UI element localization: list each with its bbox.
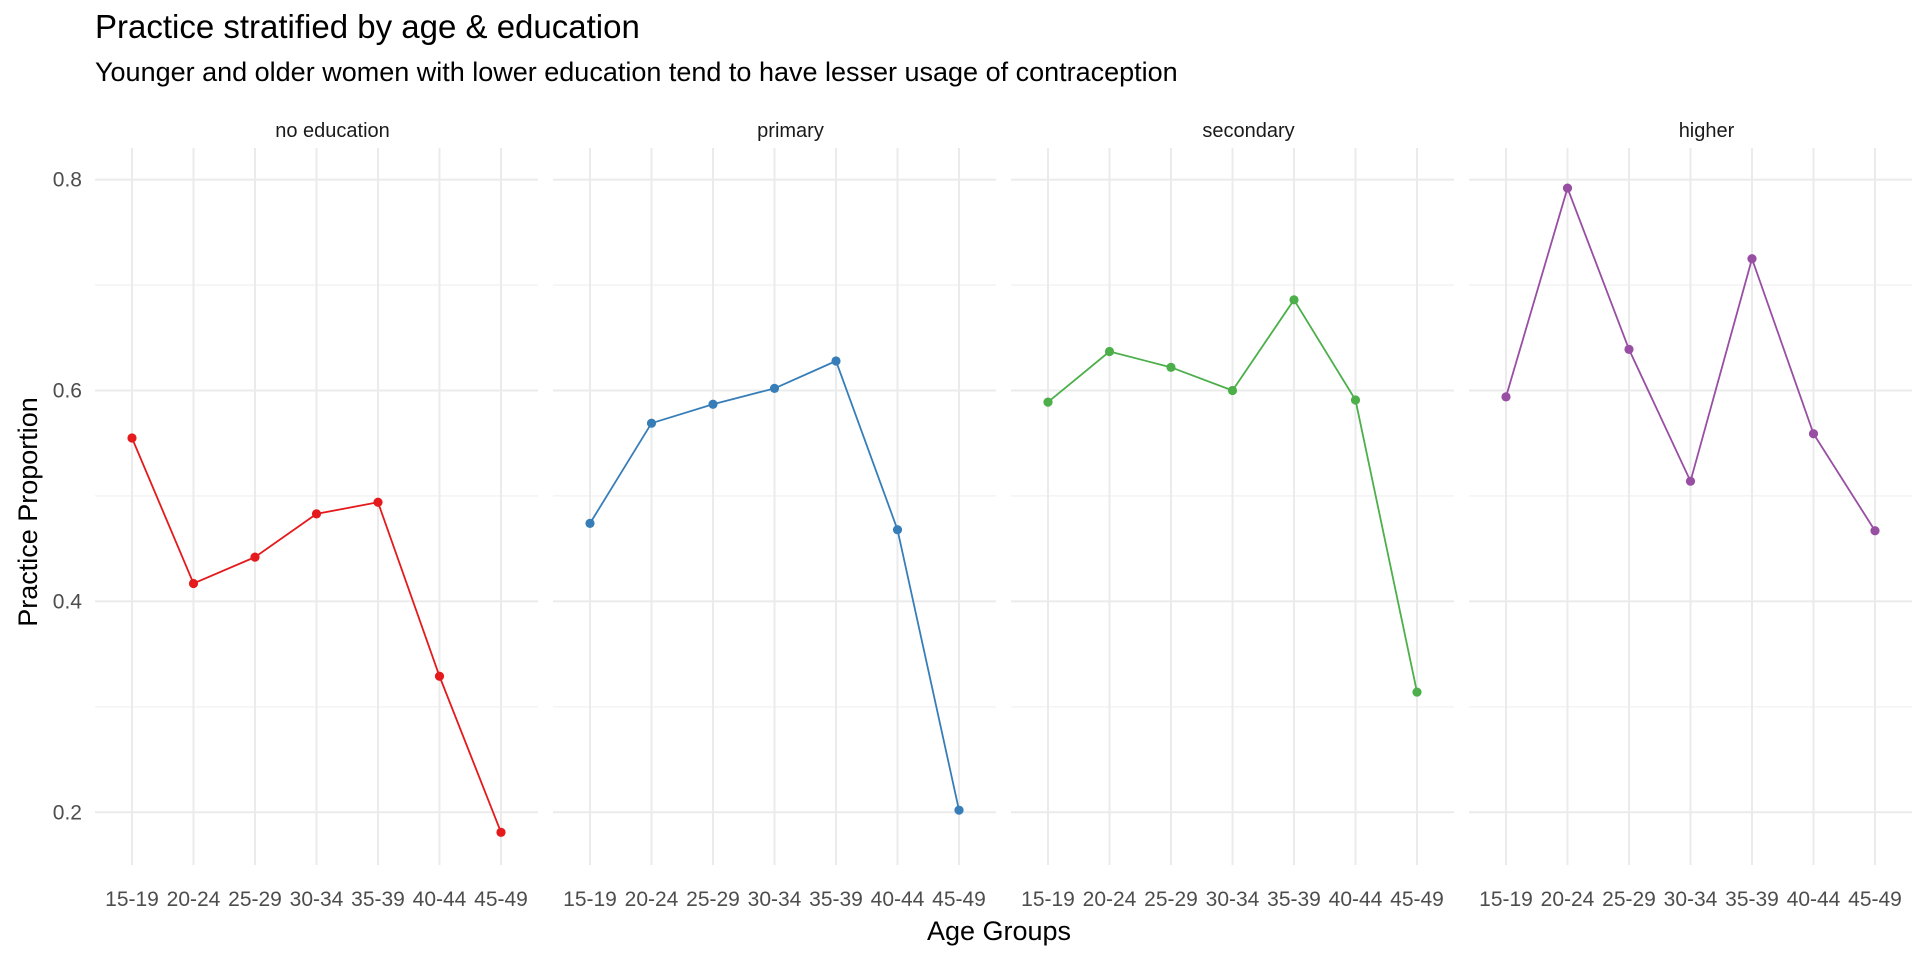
x-tick-label: 15-19 bbox=[1479, 888, 1533, 911]
y-tick-label: 0.6 bbox=[53, 380, 82, 403]
data-point bbox=[1227, 385, 1238, 396]
data-point bbox=[954, 805, 964, 815]
x-tick-label: 45-49 bbox=[1390, 888, 1444, 911]
data-point bbox=[1501, 392, 1511, 402]
y-tick-label: 0.2 bbox=[53, 801, 82, 824]
data-point bbox=[646, 418, 657, 428]
y-axis-ticks: 0.2 0.4 0.6 0.8 bbox=[53, 169, 83, 825]
data-point bbox=[1350, 395, 1361, 405]
x-tick-label: 25-29 bbox=[686, 888, 740, 911]
data-point bbox=[708, 399, 718, 409]
x-tick-label: 45-49 bbox=[474, 888, 528, 911]
x-tick-label: 20-24 bbox=[1541, 888, 1595, 911]
x-tick-label: 15-19 bbox=[563, 888, 617, 911]
x-tick-label: 40-44 bbox=[1329, 888, 1383, 911]
data-point bbox=[1562, 183, 1573, 193]
data-point bbox=[892, 525, 903, 535]
data-point bbox=[1289, 295, 1299, 305]
data-point bbox=[1624, 344, 1634, 354]
panel-higher: higher 15-19 20-24 25-29 30-34 35-39 40-44 45-4… bbox=[1469, 120, 1912, 911]
x-tick-label: 40-44 bbox=[1787, 888, 1841, 911]
x-tick-label: 35-39 bbox=[1725, 888, 1779, 911]
facet-strip-label: primary bbox=[757, 120, 824, 142]
data-point bbox=[1747, 254, 1757, 264]
data-point bbox=[769, 383, 780, 394]
x-tick-label: 35-39 bbox=[809, 888, 863, 911]
facet-strip-label: no education bbox=[275, 120, 390, 142]
chart-title: Practice stratified by age & education bbox=[95, 8, 640, 45]
panel-secondary: secondary 15-19 20-24 25-29 30-34 35-39 40-44 4… bbox=[1011, 120, 1454, 911]
data-point bbox=[585, 518, 595, 528]
x-tick-label: 45-49 bbox=[1848, 888, 1902, 911]
x-tick-label: 30-34 bbox=[748, 888, 802, 911]
x-axis-title: Age Groups bbox=[927, 916, 1071, 946]
facet-strip-label: secondary bbox=[1202, 120, 1294, 142]
x-tick-label: 25-29 bbox=[1144, 888, 1198, 911]
x-tick-label: 30-34 bbox=[290, 888, 344, 911]
chart-subtitle: Younger and older women with lower educa… bbox=[95, 57, 1178, 87]
x-tick-label: 40-44 bbox=[871, 888, 925, 911]
x-tick-label: 25-29 bbox=[228, 888, 282, 911]
x-tick-label: 15-19 bbox=[1021, 888, 1075, 911]
x-tick-label: 20-24 bbox=[1083, 888, 1137, 911]
data-point bbox=[1808, 429, 1819, 439]
facet-strip-label: higher bbox=[1679, 120, 1735, 142]
x-tick-label: 35-39 bbox=[1267, 888, 1321, 911]
data-point bbox=[1104, 346, 1115, 357]
x-tick-label: 20-24 bbox=[167, 888, 221, 911]
data-point bbox=[1166, 362, 1176, 372]
x-tick-label: 35-39 bbox=[351, 888, 405, 911]
panel-no-education: no education 15-19 20-24 25-29 30-34 35-39 40-… bbox=[95, 120, 538, 911]
y-tick-label: 0.4 bbox=[53, 590, 83, 613]
data-point bbox=[373, 497, 383, 507]
x-tick-label: 30-34 bbox=[1664, 888, 1718, 911]
data-point bbox=[311, 509, 322, 519]
data-point bbox=[1412, 687, 1422, 697]
data-point bbox=[831, 356, 841, 366]
x-tick-label: 40-44 bbox=[413, 888, 467, 911]
x-tick-label: 20-24 bbox=[625, 888, 679, 911]
data-point bbox=[434, 671, 445, 681]
panel-primary: primary 15-19 20-24 25-29 30-34 35-39 40-44 45-… bbox=[553, 120, 996, 911]
x-tick-label: 30-34 bbox=[1206, 888, 1260, 911]
data-point bbox=[127, 433, 137, 443]
data-point bbox=[1685, 476, 1696, 486]
y-axis-title: Practice Proportion bbox=[13, 397, 43, 627]
x-tick-label: 25-29 bbox=[1602, 888, 1656, 911]
x-tick-label: 15-19 bbox=[105, 888, 159, 911]
data-point bbox=[496, 827, 506, 837]
x-tick-label: 45-49 bbox=[932, 888, 986, 911]
y-tick-label: 0.8 bbox=[53, 169, 82, 192]
data-point bbox=[188, 578, 199, 589]
data-point bbox=[1870, 526, 1880, 536]
data-point bbox=[1043, 397, 1053, 407]
data-point bbox=[250, 552, 260, 562]
panels-layer: no education 15-19 20-24 25-29 30-34 35-39 40-… bbox=[95, 120, 1912, 911]
